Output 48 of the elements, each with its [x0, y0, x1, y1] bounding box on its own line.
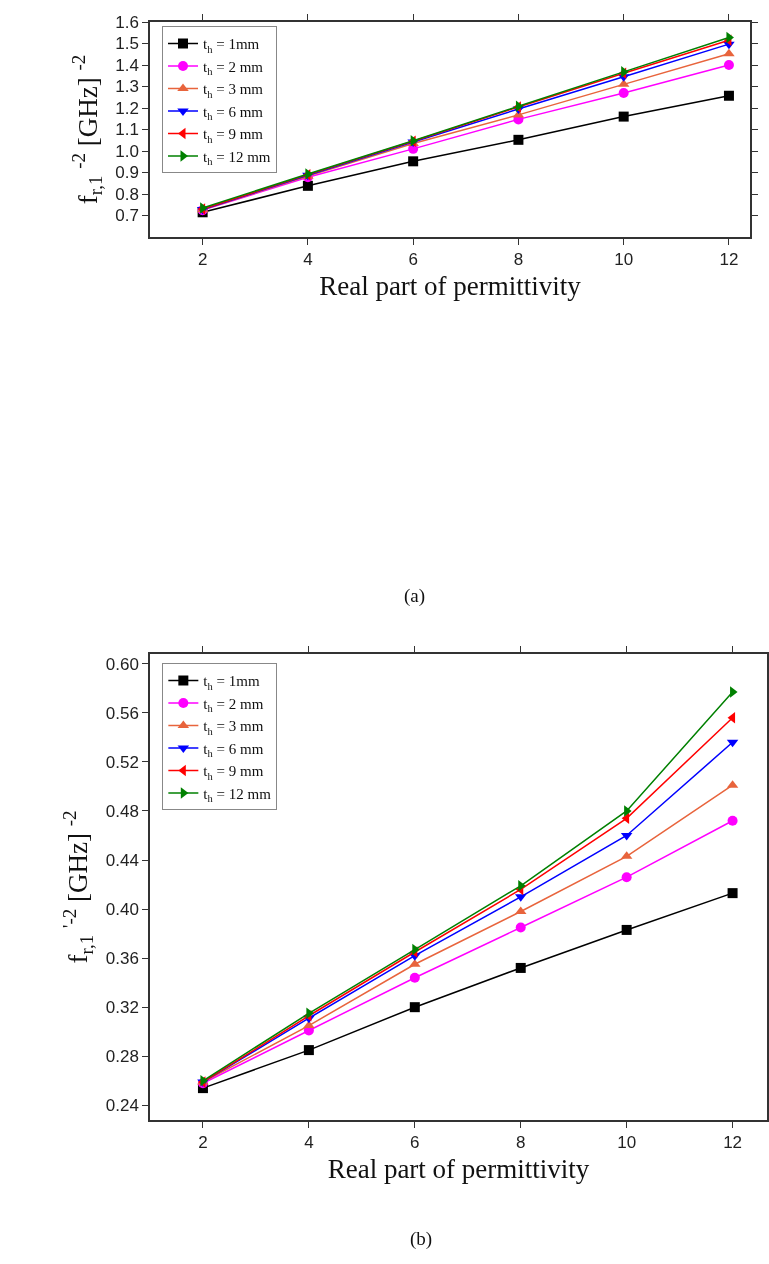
y-tick-label: 0.44 [105, 850, 139, 870]
text: (b) [410, 1228, 433, 1250]
x-tick-label: 8 [516, 1133, 526, 1153]
x-axis-title: Real part of permittivity [319, 271, 582, 302]
x-axis-title: Real part of permittivity [327, 1154, 590, 1185]
x-tick-label: 2 [198, 1133, 208, 1153]
y-tick-label: 0.60 [105, 654, 139, 674]
x-tick-label: 6 [408, 250, 418, 270]
y-tick-label: 0.9 [115, 163, 139, 183]
y-tick-label: 0.8 [115, 184, 139, 204]
y-tick-label: 0.52 [105, 752, 139, 772]
x-tick-label: 12 [723, 1133, 743, 1153]
y-tick-label: 0.40 [105, 900, 139, 920]
legend-label: t$_{h}$ = 9 mm [203, 763, 264, 782]
y-tick-label: 0.7 [115, 206, 139, 226]
legend-label: t$_{h}$ = 6 mm [203, 103, 264, 123]
legend-label: t$_{h}$ = 1mm [203, 673, 260, 692]
y-tick-label: 0.48 [105, 801, 139, 821]
y-tick-label: 1.6 [115, 12, 139, 32]
y-tick-label: 1.4 [115, 55, 139, 75]
x-tick-label: 4 [304, 1133, 314, 1153]
x-tick-label: 10 [617, 1133, 637, 1153]
legend-label: t$_{h}$ = 1mm [203, 36, 260, 55]
legend-label: t$_{h}$ = 12 mm [203, 785, 272, 805]
y-tick-label: 1.1 [115, 120, 139, 140]
y-tick-label: 0.36 [105, 949, 139, 969]
y-tick-label: 1.0 [115, 141, 139, 161]
x-tick-label: 6 [410, 1133, 420, 1153]
x-tick-label: 8 [513, 250, 524, 270]
legend-label: t$_{h}$ = 6 mm [203, 740, 264, 760]
y-tick-label: 1.2 [115, 98, 139, 118]
x-tick-label: 2 [197, 250, 208, 270]
x-tick-label: 12 [719, 250, 739, 270]
y-tick-label: 0.56 [105, 703, 139, 723]
legend-label: t$_{h}$ = 12 mm [203, 148, 271, 168]
legend-label: t$_{h}$ = 3 mm [203, 81, 264, 100]
legend-label: t$_{h}$ = 2 mm [203, 695, 264, 715]
text: (a) [404, 585, 426, 607]
y-tick-label: 0.28 [105, 1047, 139, 1067]
legend-label: t$_{h}$ = 3 mm [203, 718, 264, 737]
y-tick-label: 1.3 [115, 77, 139, 97]
y-tick-label: 0.32 [105, 998, 139, 1018]
y-tick-label: 0.24 [105, 1096, 139, 1116]
legend-label: t$_{h}$ = 2 mm [203, 58, 264, 78]
legend-label: t$_{h}$ = 9 mm [203, 126, 264, 145]
x-tick-label: 10 [614, 250, 634, 270]
x-tick-label: 4 [303, 250, 313, 270]
y-tick-label: 1.5 [115, 34, 139, 54]
